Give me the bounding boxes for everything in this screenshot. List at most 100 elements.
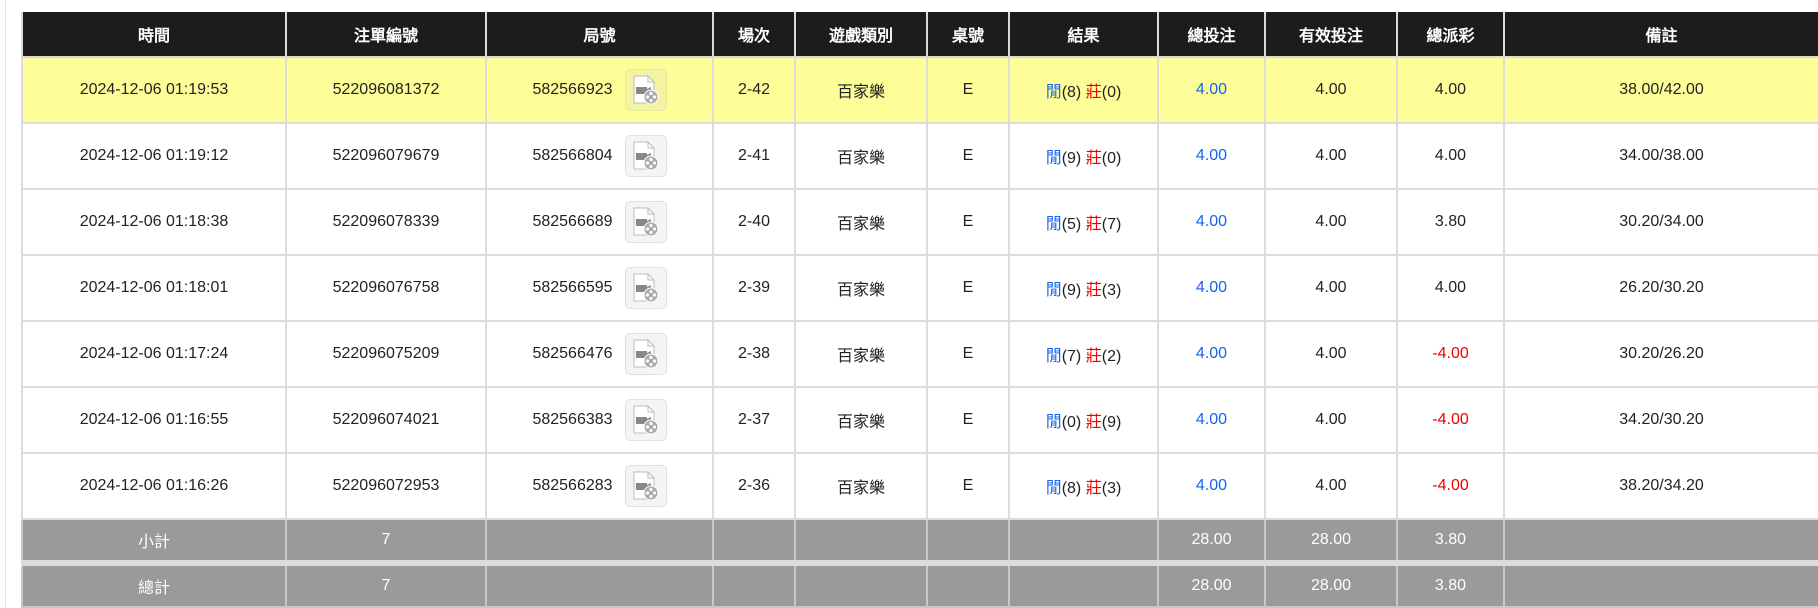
round-cell: 582566476	[485, 320, 714, 388]
round-number: 582566804	[532, 147, 613, 164]
total-bet-cell[interactable]: 4.00	[1157, 188, 1266, 256]
table-row: 2024-12-06 01:16:55 522096074021 582566383…	[21, 386, 1818, 454]
note-cell: 30.20/34.00	[1503, 188, 1818, 256]
page-edge-divider	[5, 0, 6, 608]
game-type-cell: 百家樂	[794, 56, 928, 124]
round-number: 582566283	[532, 477, 613, 494]
round-number: 582566689	[532, 213, 613, 230]
payout-cell: 4.00	[1396, 122, 1505, 190]
round-number: 582566383	[532, 411, 613, 428]
result-cell: 閒(9) 莊(0)	[1008, 122, 1159, 190]
bet-id-cell: 522096075209	[285, 320, 487, 388]
shoe-cell: 2-38	[712, 320, 796, 388]
payout-cell: -4.00	[1396, 320, 1505, 388]
player-label: 閒	[1045, 150, 1062, 167]
column-header-table: 桌號	[926, 12, 1010, 58]
note-cell: 38.00/42.00	[1503, 56, 1818, 124]
table-cell: E	[926, 320, 1010, 388]
table-row: 2024-12-06 01:19:53 522096081372 582566923…	[21, 56, 1818, 124]
total-total-bet: 28.00	[1157, 562, 1266, 608]
player-label: 閒	[1045, 282, 1062, 299]
column-header-valid-bet: 有效投注	[1264, 12, 1398, 58]
subtotal-label: 小計	[21, 518, 287, 566]
valid-bet-cell: 4.00	[1264, 254, 1398, 322]
video-replay-icon[interactable]	[624, 399, 667, 441]
valid-bet-cell: 4.00	[1264, 386, 1398, 454]
video-replay-icon[interactable]	[624, 201, 667, 243]
banker-label: 莊	[1085, 150, 1102, 167]
valid-bet-cell: 4.00	[1264, 122, 1398, 190]
video-replay-icon[interactable]	[624, 267, 667, 309]
shoe-cell: 2-36	[712, 452, 796, 520]
subtotal-total-bet: 28.00	[1157, 518, 1266, 566]
table-header-row: 時間 注單編號 局號 場次 遊戲類別 桌號 結果 總投注 有效投注 總派彩 備註	[21, 12, 1818, 58]
payout-cell: 4.00	[1396, 254, 1505, 322]
payout-cell: 4.00	[1396, 56, 1505, 124]
column-header-shoe: 場次	[712, 12, 796, 58]
total-bet-cell[interactable]: 4.00	[1157, 254, 1266, 322]
player-score: (9)	[1061, 150, 1082, 167]
banker-label: 莊	[1085, 216, 1102, 233]
table-row: 2024-12-06 01:18:38 522096078339 582566689…	[21, 188, 1818, 256]
player-label: 閒	[1045, 84, 1062, 101]
column-header-round: 局號	[485, 12, 714, 58]
result-cell: 閒(0) 莊(9)	[1008, 386, 1159, 454]
video-replay-icon[interactable]	[624, 135, 667, 177]
time-cell: 2024-12-06 01:17:24	[21, 320, 287, 388]
valid-bet-cell: 4.00	[1264, 188, 1398, 256]
total-bet-cell[interactable]: 4.00	[1157, 386, 1266, 454]
round-cell: 582566595	[485, 254, 714, 322]
player-score: (9)	[1061, 282, 1082, 299]
banker-score: (0)	[1101, 150, 1122, 167]
note-cell: 34.00/38.00	[1503, 122, 1818, 190]
result-cell: 閒(7) 莊(2)	[1008, 320, 1159, 388]
round-cell: 582566283	[485, 452, 714, 520]
payout-cell: -4.00	[1396, 452, 1505, 520]
column-header-result: 結果	[1008, 12, 1159, 58]
banker-score: (0)	[1101, 84, 1122, 101]
total-row: 總計 7 28.00 28.00 3.80	[21, 562, 1818, 608]
total-bet-cell[interactable]: 4.00	[1157, 320, 1266, 388]
total-count: 7	[285, 562, 487, 608]
bet-id-cell: 522096079679	[285, 122, 487, 190]
note-cell: 34.20/30.20	[1503, 386, 1818, 454]
banker-label: 莊	[1085, 480, 1102, 497]
player-score: (0)	[1061, 414, 1082, 431]
table-row: 2024-12-06 01:19:12 522096079679 582566804…	[21, 122, 1818, 190]
valid-bet-cell: 4.00	[1264, 320, 1398, 388]
video-replay-icon[interactable]	[624, 333, 667, 375]
note-cell: 38.20/34.20	[1503, 452, 1818, 520]
time-cell: 2024-12-06 01:16:55	[21, 386, 287, 454]
player-score: (5)	[1061, 216, 1082, 233]
total-bet-cell[interactable]: 4.00	[1157, 122, 1266, 190]
game-type-cell: 百家樂	[794, 452, 928, 520]
shoe-cell: 2-37	[712, 386, 796, 454]
shoe-cell: 2-40	[712, 188, 796, 256]
total-bet-cell[interactable]: 4.00	[1157, 56, 1266, 124]
total-payout: 3.80	[1396, 562, 1505, 608]
subtotal-valid-bet: 28.00	[1264, 518, 1398, 566]
bet-id-cell: 522096078339	[285, 188, 487, 256]
game-type-cell: 百家樂	[794, 386, 928, 454]
banker-label: 莊	[1085, 84, 1102, 101]
subtotal-payout: 3.80	[1396, 518, 1505, 566]
banker-score: (3)	[1101, 282, 1122, 299]
time-cell: 2024-12-06 01:16:26	[21, 452, 287, 520]
result-cell: 閒(9) 莊(3)	[1008, 254, 1159, 322]
video-replay-icon[interactable]	[624, 465, 667, 507]
player-label: 閒	[1045, 348, 1062, 365]
game-type-cell: 百家樂	[794, 188, 928, 256]
column-header-payout: 總派彩	[1396, 12, 1505, 58]
total-bet-cell[interactable]: 4.00	[1157, 452, 1266, 520]
banker-score: (3)	[1101, 480, 1122, 497]
player-label: 閒	[1045, 216, 1062, 233]
bet-id-cell: 522096081372	[285, 56, 487, 124]
player-label: 閒	[1045, 480, 1062, 497]
round-number: 582566923	[532, 81, 613, 98]
result-cell: 閒(8) 莊(3)	[1008, 452, 1159, 520]
video-replay-icon[interactable]	[624, 69, 667, 111]
time-cell: 2024-12-06 01:19:12	[21, 122, 287, 190]
game-type-cell: 百家樂	[794, 122, 928, 190]
table-row: 2024-12-06 01:16:26 522096072953 582566283…	[21, 452, 1818, 520]
column-header-total-bet: 總投注	[1157, 12, 1266, 58]
